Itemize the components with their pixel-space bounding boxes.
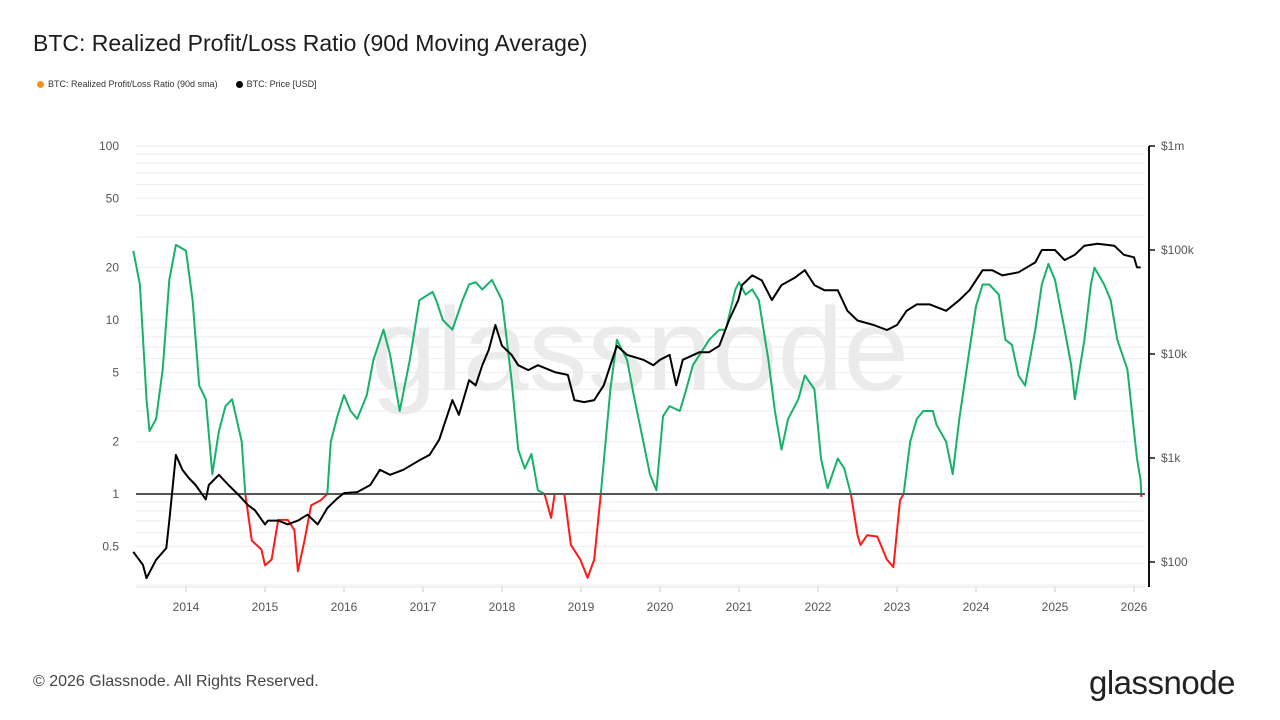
legend-item-ratio[interactable]: BTC: Realized Profit/Loss Ratio (90d sma… — [37, 79, 218, 89]
y-right-tick-label: $100 — [1161, 555, 1188, 569]
y-right-tick-label: $10k — [1161, 347, 1188, 361]
ratio-line-below-1 — [244, 494, 1143, 579]
x-tick-label: 2021 — [726, 600, 753, 614]
y-left-tick-label: 10 — [106, 313, 120, 327]
y-right-tick-label: $1k — [1161, 451, 1181, 465]
ratio-line-above-1 — [132, 243, 1143, 494]
legend-dot-icon — [235, 80, 243, 88]
x-tick-label: 2025 — [1042, 600, 1069, 614]
y-left-tick-label: 1 — [112, 487, 119, 501]
price-line — [132, 242, 1141, 580]
x-tick-label: 2014 — [173, 600, 200, 614]
y-left-tick-label: 5 — [112, 365, 119, 379]
x-tick-label: 2026 — [1121, 600, 1148, 614]
copyright: © 2026 Glassnode. All Rights Reserved. — [33, 673, 319, 690]
watermark: glassnode — [371, 284, 909, 416]
x-tick-label: 2016 — [331, 600, 358, 614]
x-tick-label: 2020 — [647, 600, 674, 614]
x-tick-label: 2015 — [252, 600, 279, 614]
legend: BTC: Realized Profit/Loss Ratio (90d sma… — [37, 79, 317, 89]
legend-label: BTC: Realized Profit/Loss Ratio (90d sma… — [48, 79, 218, 89]
y-left-tick-label: 0.5 — [102, 539, 119, 553]
legend-item-price[interactable]: BTC: Price [USD] — [235, 79, 317, 89]
x-tick-label: 2024 — [963, 600, 990, 614]
y-left-tick-label: 50 — [106, 191, 120, 205]
x-tick-label: 2017 — [410, 600, 437, 614]
x-tick-label: 2022 — [805, 600, 832, 614]
y-right-tick-label: $100k — [1161, 243, 1195, 257]
y-left-tick-label: 100 — [99, 139, 119, 153]
legend-dot-icon — [37, 80, 44, 88]
y-left-tick-label: 2 — [112, 435, 119, 449]
x-tick-label: 2018 — [489, 600, 516, 614]
chart-title: BTC: Realized Profit/Loss Ratio (90d Mov… — [33, 30, 588, 56]
legend-label: BTC: Price [USD] — [246, 79, 317, 89]
y-right-tick-label: $1m — [1161, 139, 1184, 153]
x-tick-label: 2019 — [568, 600, 595, 614]
glassnode-logo: glassnode — [1089, 664, 1235, 701]
y-left-tick-label: 20 — [106, 261, 120, 275]
x-tick-label: 2023 — [884, 600, 911, 614]
